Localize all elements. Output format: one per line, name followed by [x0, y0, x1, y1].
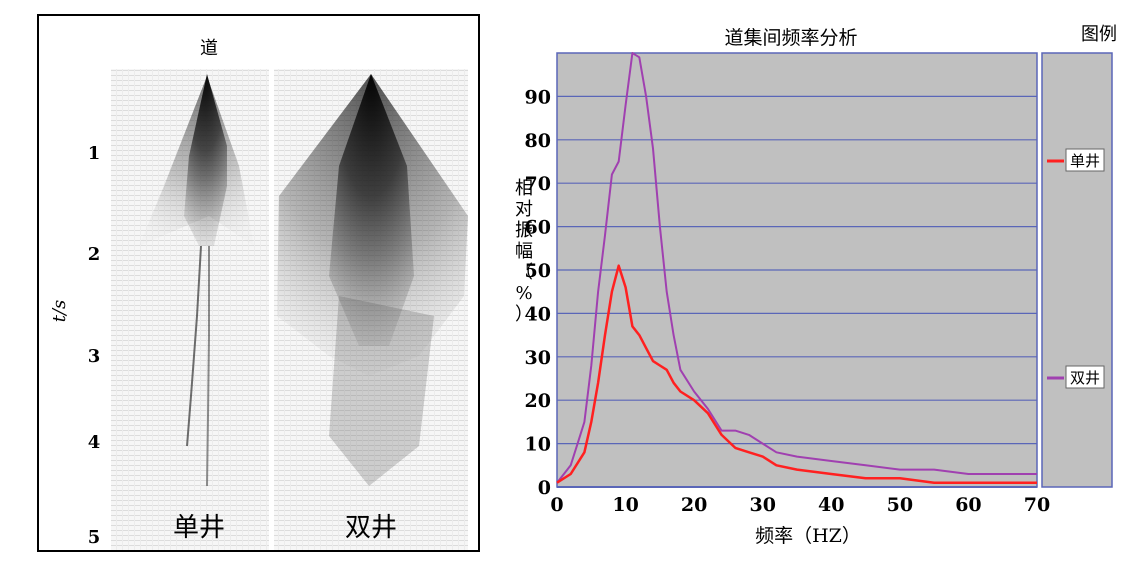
series-line-single-well: [556, 264, 1037, 484]
frequency-chart: 道集间频率分析 图例 0 10 20 30 40 50 60 70 80 90 0 10 20 30 40…: [496, 14, 1136, 554]
single-well-label: 单井: [173, 513, 225, 543]
time-tick-4: 4: [88, 432, 101, 453]
time-tick-5: 5: [88, 527, 101, 548]
legend-box: [1041, 52, 1113, 488]
series-layer: [556, 52, 1037, 484]
y-tick-label: 50: [525, 260, 551, 282]
x-tick-label: 60: [955, 494, 981, 516]
double-well-energy: [277, 74, 468, 486]
x-tick-label: 20: [681, 494, 707, 516]
chart-title: 道集间频率分析: [724, 27, 857, 49]
legend-label: 单井: [1070, 152, 1100, 170]
y-tick-label: 60: [525, 217, 551, 239]
time-tick-3: 3: [88, 346, 101, 367]
x-tick-label: 30: [749, 494, 775, 516]
legend-item-single-well: 单井: [1047, 148, 1105, 172]
legend-item-double-well: 双井: [1047, 365, 1105, 389]
frequency-chart-svg: 道集间频率分析 图例 0 10 20 30 40 50 60 70 80 90 0 10 20 30 40…: [515, 24, 1117, 547]
x-axis-ticks: 0 10 20 30 40 50 60 70: [550, 494, 1050, 516]
x-tick-label: 40: [818, 494, 844, 516]
seismic-gather-panel: 道 1 2 3 4 5 t/s 单井 双井: [37, 14, 480, 552]
y-axis-label: 相对振幅（%）: [515, 178, 533, 325]
y-tick-label: 10: [525, 434, 551, 456]
seismic-gather-svg: 道 1 2 3 4 5 t/s 单井 双井: [49, 38, 468, 550]
y-tick-label: 80: [525, 130, 551, 152]
time-axis-label: t/s: [49, 300, 70, 323]
series-line-double-well: [556, 52, 1037, 484]
y-axis-ticks: 0 10 20 30 40 50 60 70 80 90: [525, 86, 551, 499]
y-tick-label: 0: [538, 477, 551, 499]
legend-label-box: [1065, 365, 1105, 389]
y-tick-label: 40: [525, 303, 551, 325]
time-tick-2: 2: [88, 244, 101, 265]
x-tick-label: 50: [887, 494, 913, 516]
y-tick-label: 90: [525, 86, 551, 108]
y-tick-label: 20: [525, 390, 551, 412]
section-divider: [269, 69, 274, 550]
x-tick-label: 0: [550, 494, 563, 516]
x-tick-label: 70: [1024, 494, 1050, 516]
x-tick-label: 10: [612, 494, 638, 516]
y-tick-label: 30: [525, 347, 551, 369]
single-well-energy: [139, 74, 254, 487]
y-tick-label: 70: [525, 173, 551, 195]
trace-label: 道: [200, 38, 218, 59]
x-axis-label: 频率（HZ）: [755, 525, 861, 547]
double-well-label: 双井: [345, 513, 397, 543]
gridlines: [557, 95, 1037, 445]
legend-title: 图例: [1081, 24, 1117, 45]
time-tick-1: 1: [88, 143, 101, 164]
legend-label-box: [1065, 148, 1105, 172]
legend-label: 双井: [1070, 369, 1100, 387]
